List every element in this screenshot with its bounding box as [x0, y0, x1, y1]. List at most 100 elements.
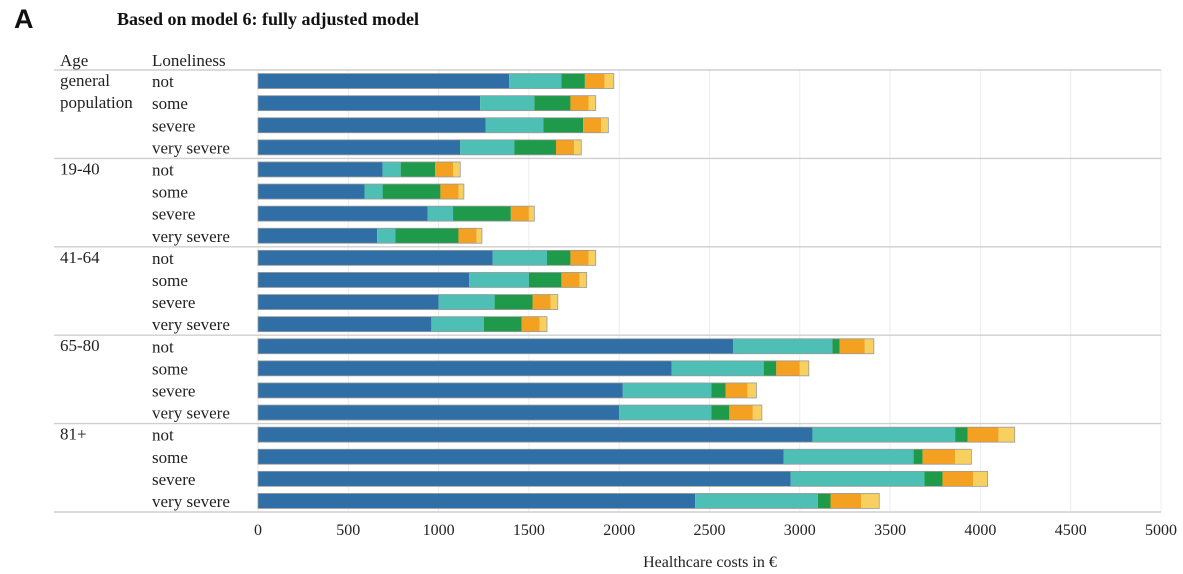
bar-segment — [258, 405, 620, 421]
loneliness-label: very severe — [152, 138, 230, 157]
bars — [257, 73, 1016, 509]
bar-segment — [550, 294, 558, 310]
bar-segment — [543, 117, 584, 133]
bar-segment — [258, 73, 510, 89]
bar-segment — [492, 250, 547, 266]
bar-outline — [257, 294, 559, 310]
bar-segment — [258, 316, 432, 332]
bar-outline — [257, 205, 535, 222]
bar-segment — [434, 161, 454, 177]
bar-segment — [258, 184, 365, 200]
grid-lines — [257, 70, 1162, 512]
x-tick-label: 2500 — [694, 522, 726, 539]
bar-segment — [671, 360, 764, 376]
bar-outline — [257, 73, 615, 89]
bar-outline — [257, 426, 1016, 443]
bar-segment — [382, 184, 441, 200]
loneliness-label: severe — [152, 293, 195, 312]
bar-segment — [258, 294, 439, 310]
bar-segment — [711, 382, 726, 398]
bar-segment — [438, 294, 495, 310]
bar-segment — [695, 493, 818, 509]
loneliness-label: severe — [152, 205, 195, 224]
bar-segment — [258, 206, 428, 222]
bar-segment — [864, 338, 874, 354]
panel-label: A — [14, 4, 34, 34]
bar-segment — [763, 360, 777, 376]
bar-segment — [622, 382, 712, 398]
bar-outline — [257, 470, 989, 487]
loneliness-label: severe — [152, 116, 195, 135]
bar-segment — [476, 228, 482, 244]
age-group-label: general — [60, 71, 110, 90]
bar-segment — [604, 73, 614, 89]
age-group-label: 41-64 — [60, 248, 100, 267]
bar-segment — [790, 471, 925, 487]
bar-segment — [532, 294, 551, 310]
bar-segment — [619, 405, 712, 421]
bar-segment — [258, 95, 481, 111]
age-group-label: 65-80 — [60, 336, 100, 355]
bar-segment — [258, 139, 461, 155]
bar-segment — [732, 338, 833, 354]
bar-segment — [510, 206, 529, 222]
bar-segment — [832, 338, 840, 354]
bar-segment — [561, 73, 585, 89]
bar-segment — [521, 316, 540, 332]
loneliness-label: very severe — [152, 227, 230, 246]
bar-segment — [783, 449, 914, 465]
bar-segment — [546, 250, 571, 266]
bar-segment — [258, 338, 733, 354]
loneliness-column-header: Loneliness — [152, 51, 226, 70]
bar-outline — [257, 404, 763, 421]
x-tick-label: 0 — [254, 522, 262, 539]
age-group-label: 19-40 — [60, 159, 100, 178]
x-tick-label: 2000 — [603, 522, 635, 539]
loneliness-label: some — [152, 448, 188, 467]
bar-segment — [440, 184, 459, 200]
bar-segment — [427, 206, 454, 222]
loneliness-label: some — [152, 271, 188, 290]
bar-segment — [924, 471, 943, 487]
bar-segment — [494, 294, 533, 310]
bar-segment — [453, 206, 511, 222]
bar-segment — [258, 117, 486, 133]
bar-segment — [258, 427, 813, 443]
loneliness-label: not — [152, 72, 174, 91]
bar-outline — [257, 227, 483, 244]
loneliness-label: very severe — [152, 315, 230, 334]
bar-segment — [460, 139, 515, 155]
x-tick-label: 500 — [336, 522, 360, 539]
bar-segment — [812, 427, 956, 443]
group-separators — [54, 69, 1161, 513]
bar-segment — [747, 382, 757, 398]
bar-segment — [583, 117, 602, 133]
bar-segment — [458, 184, 464, 200]
bar-outline — [257, 183, 465, 200]
bar-segment — [942, 471, 974, 487]
bar-segment — [799, 360, 809, 376]
bar-segment — [539, 316, 547, 332]
bar-segment — [528, 206, 535, 222]
bar-segment — [711, 405, 730, 421]
bar-segment — [725, 382, 748, 398]
bar-segment — [817, 493, 831, 509]
bar-segment — [431, 316, 484, 332]
loneliness-label: some — [152, 183, 188, 202]
bar-segment — [453, 161, 461, 177]
x-tick-label: 1500 — [513, 522, 545, 539]
bar-segment — [574, 139, 582, 155]
loneliness-label: some — [152, 94, 188, 113]
bar-segment — [584, 73, 605, 89]
bar-segment — [480, 95, 535, 111]
bar-segment — [729, 405, 753, 421]
loneliness-label: severe — [152, 470, 195, 489]
bar-segment — [561, 272, 580, 288]
bar-segment — [258, 250, 493, 266]
bar-segment — [534, 95, 571, 111]
loneliness-label: very severe — [152, 492, 230, 511]
bar-outline — [257, 95, 597, 112]
bar-segment — [258, 228, 378, 244]
bar-segment — [258, 493, 696, 509]
bar-outline — [257, 249, 597, 266]
